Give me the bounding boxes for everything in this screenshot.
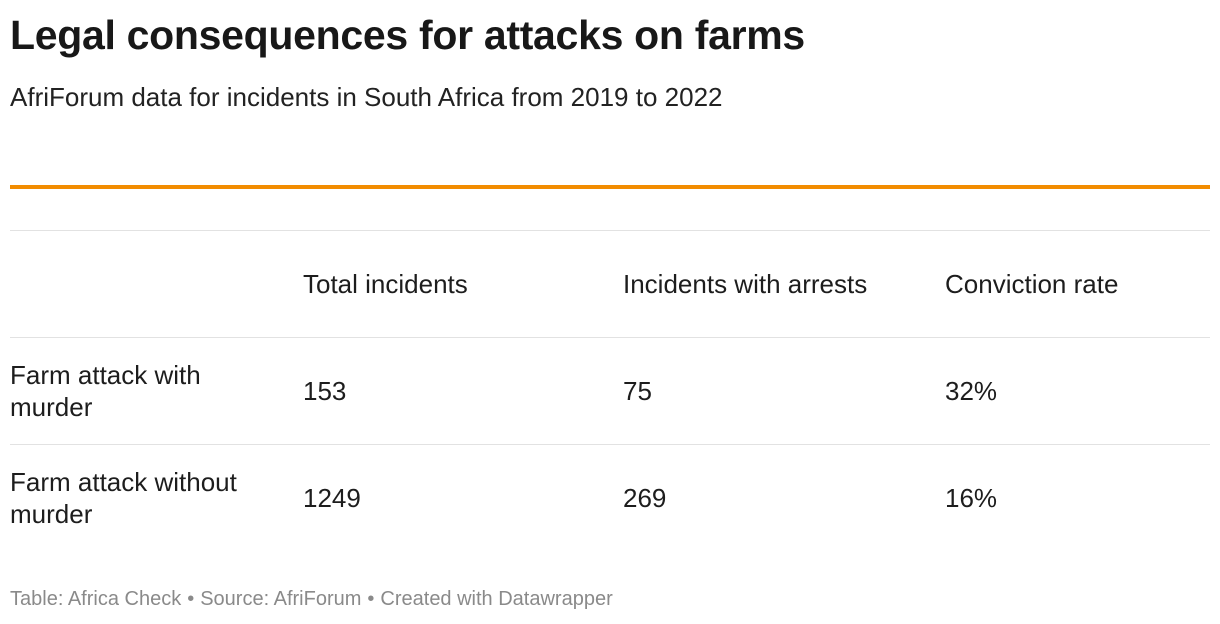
footer-separator: •	[187, 588, 195, 610]
cell-conviction-rate: 32%	[945, 376, 998, 406]
table-credit: Table: Africa Check	[10, 588, 182, 610]
header-cell-incidents-with-arrests: Incidents with arrests	[623, 269, 868, 299]
header-cell-conviction-rate: Conviction rate	[945, 269, 1119, 299]
footer-separator: •	[367, 588, 375, 610]
source-credit: Source: AfriForum	[200, 588, 362, 610]
cell-conviction-rate: 16%	[945, 483, 998, 513]
row-label: Farm attack with murder	[10, 360, 201, 422]
cell-incidents-with-arrests: 269	[623, 483, 667, 513]
chart-footer: Table: Africa Check • Source: AfriForum • Cr…	[10, 588, 613, 611]
table-header-row: Total incidents Incidents with arrests C…	[10, 230, 1210, 337]
chart-title: Legal consequences for attacks on farms	[10, 12, 805, 58]
chart-container: Legal consequences for attacks on farms …	[10, 0, 1210, 624]
table-row: Farm attack with murder 153 75 32%	[10, 337, 1210, 444]
chart-subtitle: AfriForum data for incidents in South Af…	[10, 82, 723, 112]
created-with-link[interactable]: Created with Datawrapper	[380, 588, 613, 610]
header-cell-total-incidents: Total incidents	[303, 269, 468, 299]
data-table: Total incidents Incidents with arrests C…	[10, 230, 1210, 551]
header-cell-label	[10, 231, 270, 337]
accent-divider	[10, 185, 1210, 189]
cell-total-incidents: 153	[303, 376, 347, 406]
table-row: Farm attack without murder 1249 269 16%	[10, 444, 1210, 551]
cell-incidents-with-arrests: 75	[623, 376, 652, 406]
cell-total-incidents: 1249	[303, 483, 361, 513]
row-label: Farm attack without murder	[10, 467, 237, 529]
